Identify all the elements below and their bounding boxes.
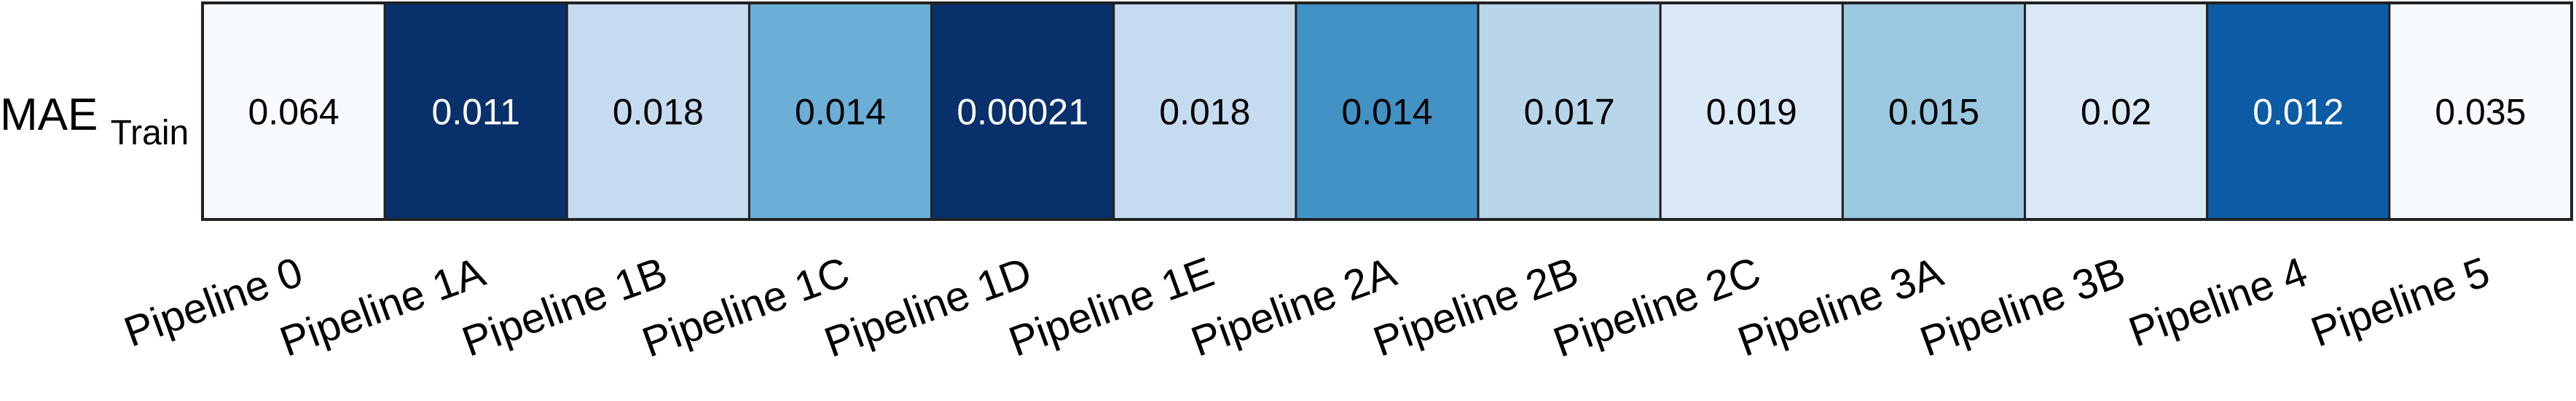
x-tick-label: Pipeline 5 — [2305, 248, 2496, 356]
value-label: 0.018 — [613, 92, 704, 133]
x-tick-label: Pipeline 1D — [818, 248, 1037, 367]
x-tick-label: Pipeline 2A — [1185, 248, 1402, 366]
heatmap-cells — [201, 1, 2573, 221]
value-label: 0.00021 — [957, 92, 1088, 133]
x-tick-label: Pipeline 2C — [1547, 248, 1767, 367]
x-tick-label: Pipeline 2B — [1367, 248, 1585, 365]
row-label-sub: Train — [111, 114, 189, 152]
value-label: 0.012 — [2253, 92, 2344, 133]
value-label: 0.02 — [2081, 92, 2151, 133]
x-tick-label: Pipeline 3B — [1914, 248, 2131, 365]
value-label: 0.018 — [1159, 92, 1250, 133]
plot-border — [201, 1, 2573, 221]
value-label: 0.064 — [248, 92, 339, 133]
heatmap-cell — [1841, 1, 2027, 221]
heatmap-cell — [747, 1, 933, 221]
value-label: 0.014 — [1341, 92, 1432, 133]
heatmap-cell — [1112, 1, 1297, 221]
heatmap-cell — [383, 1, 568, 221]
value-label: 0.011 — [432, 92, 520, 133]
heatmap-cell — [2388, 1, 2573, 221]
heatmap-cell — [2206, 1, 2391, 221]
x-tick-label: Pipeline 1C — [636, 248, 855, 367]
value-labels: 0.064 0.011 0.018 0.014 0.00021 0.018 0.014 0.0… — [248, 92, 2526, 133]
heatmap-cell — [1477, 1, 1662, 221]
value-label: 0.017 — [1524, 92, 1615, 133]
value-label: 0.019 — [1706, 92, 1797, 133]
x-tick-label: Pipeline 1A — [274, 248, 491, 366]
value-label: 0.015 — [1888, 92, 1979, 133]
heatmap-cell — [930, 1, 1115, 221]
value-label: 0.014 — [795, 92, 886, 133]
x-tick-label: Pipeline 3A — [1732, 248, 1949, 366]
x-tick-label: Pipeline 1E — [1003, 248, 1220, 365]
row-label-main: MAE — [0, 90, 98, 140]
heatmap-cell — [201, 1, 386, 221]
row-label: MAE Train — [0, 90, 189, 152]
value-label: 0.035 — [2435, 92, 2526, 133]
x-tick-label: Pipeline 4 — [2123, 248, 2314, 356]
x-tick-label: Pipeline 1B — [456, 248, 673, 365]
